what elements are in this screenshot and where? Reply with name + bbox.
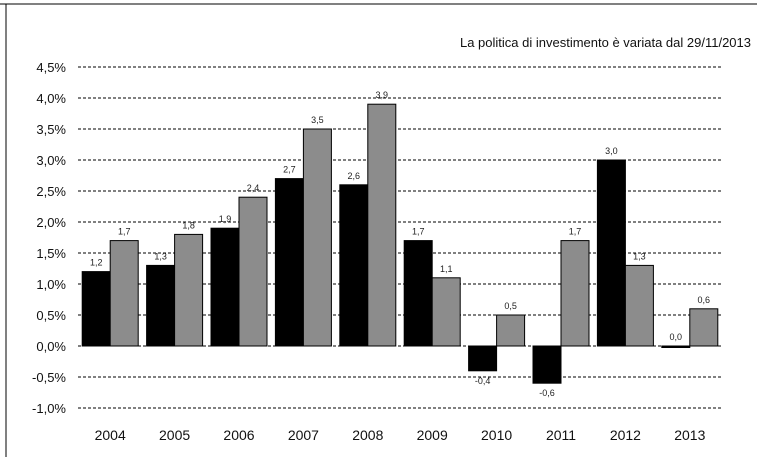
- y-tick-label: -0,5%: [32, 370, 66, 385]
- y-tick-label: 2,5%: [36, 184, 66, 199]
- data-label: 0,0: [670, 332, 683, 342]
- data-label: 1,2: [90, 258, 103, 268]
- bar: [146, 264, 176, 347]
- data-label: 1,7: [118, 227, 131, 237]
- x-category-label: 2013: [674, 427, 705, 443]
- data-label: 1,9: [219, 214, 232, 224]
- x-category-label: 2008: [352, 427, 383, 443]
- data-label: -0,6: [539, 388, 555, 398]
- bar: [689, 308, 719, 347]
- bar: [238, 196, 268, 347]
- data-label: 2,6: [348, 171, 361, 181]
- y-tick-label: 4,0%: [36, 91, 66, 106]
- x-category-label: 2011: [546, 427, 576, 443]
- bar: [109, 240, 139, 347]
- y-tick-label: 1,0%: [36, 277, 66, 292]
- x-category-label: 2012: [610, 427, 641, 443]
- data-label: 1,1: [440, 264, 453, 274]
- data-label: 2,4: [247, 183, 260, 193]
- bar: [661, 345, 691, 348]
- bar: [403, 240, 433, 347]
- bar: [174, 233, 204, 347]
- bar: [339, 184, 369, 347]
- bar: [560, 240, 590, 347]
- bar: [302, 128, 332, 347]
- data-label: 2,7: [283, 165, 296, 175]
- bar: [210, 227, 240, 347]
- data-label: 1,7: [569, 227, 582, 237]
- bar: [596, 159, 626, 347]
- data-label: 3,5: [311, 115, 324, 125]
- bar: [532, 345, 562, 384]
- data-label: 1,3: [633, 251, 646, 261]
- x-category-label: 2007: [288, 427, 319, 443]
- data-label: 1,8: [182, 220, 195, 230]
- y-tick-label: 2,0%: [36, 215, 66, 230]
- chart-annotation: La politica di investimento è variata da…: [460, 35, 751, 50]
- y-tick-label: 3,5%: [36, 122, 66, 137]
- x-category-label: 2009: [417, 427, 448, 443]
- y-tick-label: 0,5%: [36, 308, 66, 323]
- bar: [81, 271, 111, 347]
- data-label: 1,3: [154, 251, 167, 261]
- x-category-label: 2005: [159, 427, 190, 443]
- bar: [624, 264, 654, 347]
- data-label: 3,9: [376, 90, 389, 100]
- bar: [496, 314, 526, 347]
- y-tick-label: 4,5%: [36, 60, 66, 75]
- y-tick-label: 0,0%: [36, 339, 66, 354]
- bar: [274, 178, 304, 347]
- y-tick-label: -1,0%: [32, 401, 66, 416]
- x-category-label: 2004: [95, 427, 126, 443]
- data-label: 0,5: [504, 301, 517, 311]
- y-tick-label: 1,5%: [36, 246, 66, 261]
- y-tick-label: 3,0%: [36, 153, 66, 168]
- bar: [431, 277, 461, 347]
- labels-layer: 4,5% 4,0% 3,5% 3,0% 2,5% 2,0% 1,5% 1,0% 0,5% 0,0%…: [32, 60, 710, 443]
- x-category-label: 2010: [481, 427, 512, 443]
- data-label: 3,0: [605, 146, 618, 156]
- data-label: 0,6: [698, 295, 711, 305]
- bar: [367, 103, 397, 347]
- x-category-label: 2006: [223, 427, 254, 443]
- bar: [468, 345, 498, 372]
- bars-layer: [81, 103, 719, 384]
- data-label: 1,7: [412, 227, 425, 237]
- data-label: -0,4: [475, 376, 491, 386]
